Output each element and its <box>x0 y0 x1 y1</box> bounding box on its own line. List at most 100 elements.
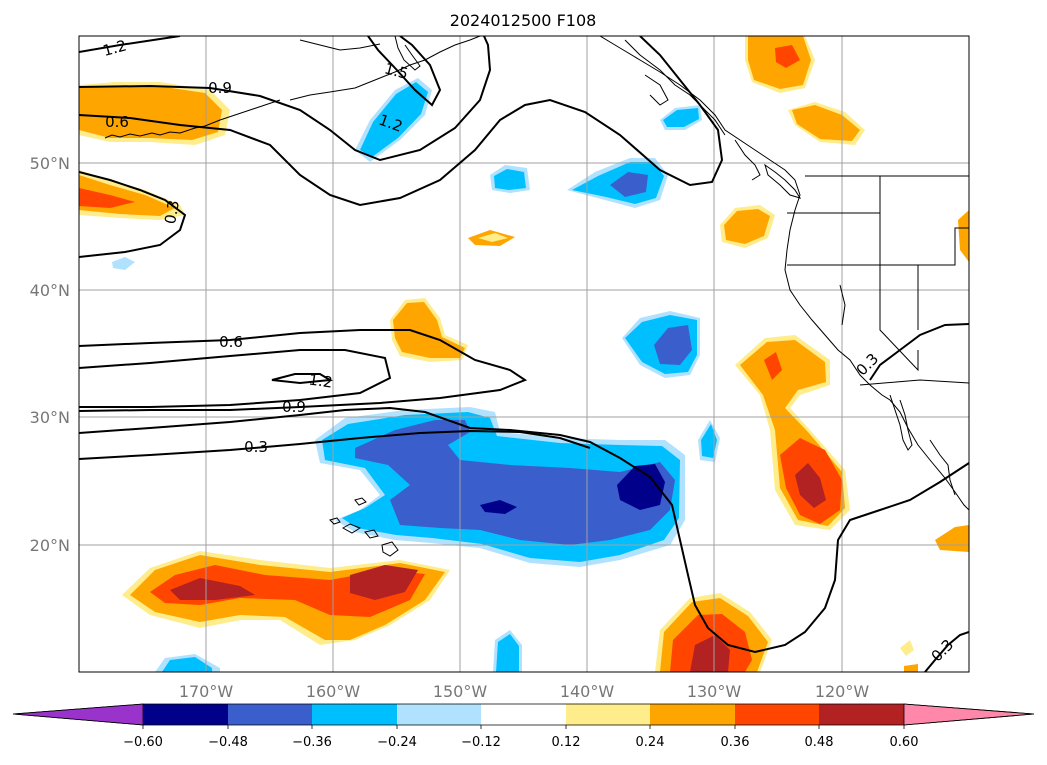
colorbar-segment <box>735 704 819 725</box>
contour-lines <box>79 36 969 672</box>
colorbar-segment <box>481 704 566 725</box>
latitude-labels: 50°N 40°N 30°N 20°N <box>30 154 70 555</box>
anomaly-fill <box>654 325 692 365</box>
contour-label: 1.2 <box>308 370 334 391</box>
contour-line <box>271 373 334 385</box>
colorbar-tick-label: 0.24 <box>636 735 665 750</box>
border <box>859 379 969 386</box>
coastline <box>734 139 761 181</box>
coastline <box>289 36 481 101</box>
anomaly-fill <box>724 209 770 244</box>
colorbar-segment <box>143 704 228 725</box>
anomaly-fill <box>355 420 675 545</box>
colorbar-tick-label: −0.48 <box>208 735 248 750</box>
anomaly-fill <box>79 86 222 140</box>
lat-label: 20°N <box>30 536 70 555</box>
anomaly-fill <box>480 500 517 514</box>
coastline <box>764 163 802 199</box>
colorbar-tick-label: −0.36 <box>292 735 332 750</box>
anomaly-fill <box>775 45 800 68</box>
contour-line <box>869 323 969 381</box>
lat-label: 40°N <box>30 281 70 300</box>
lat-label: 30°N <box>30 408 70 427</box>
colorbar: −0.60 −0.48 −0.36 −0.24 −0.12 0.12 0.24 … <box>12 703 1035 750</box>
anomaly-fill <box>360 82 428 157</box>
contour-label: 0.9 <box>208 79 232 97</box>
anomaly-fill <box>112 257 135 270</box>
anomaly-fill <box>663 108 699 127</box>
colorbar-segment <box>312 704 397 725</box>
contour-line <box>924 631 969 672</box>
graticule <box>79 36 969 672</box>
negative-anomaly-shading <box>112 78 720 672</box>
coastlines <box>104 36 969 557</box>
hawaii-island <box>329 517 341 525</box>
anomaly-fill <box>610 172 648 197</box>
anomaly-fill <box>764 352 782 380</box>
colorbar-segment <box>650 704 735 725</box>
lon-label: 170°W <box>179 682 234 701</box>
colorbar-segment <box>819 704 904 725</box>
contour-line <box>79 171 187 258</box>
anomaly-fill <box>350 565 418 600</box>
contour-label: 1.2 <box>101 36 129 60</box>
coastline <box>299 39 381 51</box>
lon-label: 160°W <box>306 682 361 701</box>
anomaly-fill <box>494 169 526 190</box>
anomaly-fill <box>478 233 508 242</box>
hawaii-island <box>364 529 379 539</box>
colorbar-segment <box>566 704 650 725</box>
hawaii-island <box>354 497 367 506</box>
contour-line <box>79 36 492 162</box>
anomaly-fill <box>795 463 826 508</box>
colorbar-tick-label: 0.48 <box>805 735 834 750</box>
anomaly-fill <box>701 424 717 458</box>
colorbar-segment <box>228 704 312 725</box>
contour-line <box>79 349 392 408</box>
contour-line <box>79 36 724 207</box>
contour-labels: 1.2 0.9 0.6 1.5 1.2 0.3 0.6 1.2 0.9 0.3 … <box>101 36 957 665</box>
anomaly-fill <box>617 464 665 510</box>
colorbar-extend-low <box>12 703 144 726</box>
lon-label: 120°W <box>815 682 870 701</box>
lon-label: 130°W <box>687 682 742 701</box>
lat-label: 50°N <box>30 154 70 173</box>
anomaly-fill <box>900 640 914 656</box>
coastline <box>644 74 669 106</box>
colorbar-tick-label: −0.60 <box>123 735 163 750</box>
anomaly-fill <box>79 188 135 208</box>
contour-label: 1.5 <box>382 59 410 83</box>
anomaly-fill <box>958 210 969 262</box>
anomaly-fill <box>792 105 860 141</box>
coastline <box>624 39 726 136</box>
contour-line <box>79 329 528 412</box>
map-frame <box>78 35 970 673</box>
hawaii-island <box>341 523 362 534</box>
hawaii-island <box>381 541 399 557</box>
lon-label: 140°W <box>560 682 615 701</box>
anomaly-fill <box>690 635 730 672</box>
colorbar-tick-label: 0.60 <box>890 735 919 750</box>
colorbar-tick-label: −0.24 <box>377 735 417 750</box>
coastline <box>104 99 281 139</box>
colorbar-segment <box>397 704 481 725</box>
contour-line <box>79 406 969 654</box>
lon-label: 150°W <box>433 682 488 701</box>
longitude-labels: 170°W 160°W 150°W 140°W 130°W 120°W <box>179 682 870 701</box>
contour-line <box>79 429 591 460</box>
map-area: 1.2 0.9 0.6 1.5 1.2 0.3 0.6 1.2 0.9 0.3 … <box>79 36 969 672</box>
colorbar-tick-label: −0.12 <box>461 735 501 750</box>
colorbar-tick-label: 0.36 <box>721 735 750 750</box>
contour-label: 0.6 <box>105 113 129 131</box>
coastline <box>599 36 969 511</box>
coastline <box>889 394 913 451</box>
colorbar-extend-high <box>903 703 1035 726</box>
contour-line <box>79 36 181 53</box>
contour-label: 0.3 <box>161 199 183 226</box>
anomaly-fill <box>162 657 212 672</box>
anomaly-fill <box>904 664 918 672</box>
contour-label: 0.3 <box>244 438 268 456</box>
anomaly-fill <box>496 634 519 672</box>
colorbar-tick-label: 0.12 <box>552 735 581 750</box>
